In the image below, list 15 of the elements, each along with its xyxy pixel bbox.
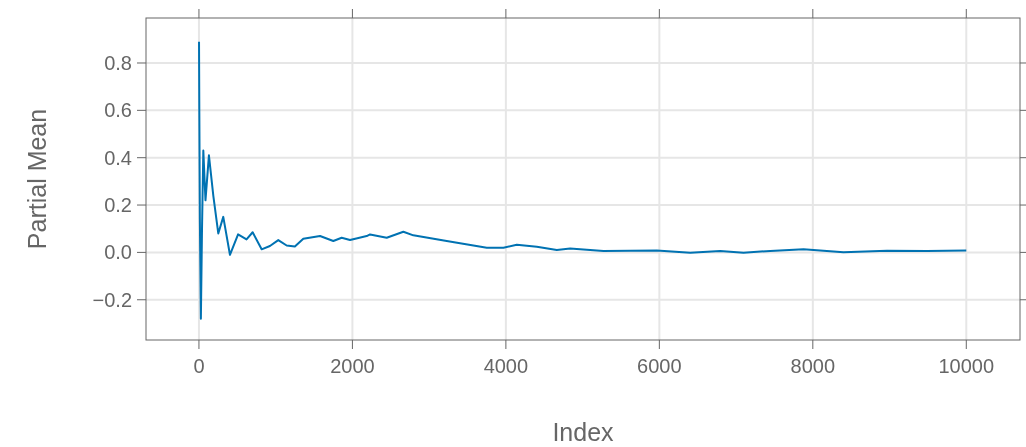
x-tick-label: 0 — [193, 355, 205, 377]
y-tick-label: 0.8 — [104, 51, 132, 74]
y-tick-label: 0.4 — [104, 146, 132, 169]
x-tick-label: 2000 — [330, 355, 375, 377]
y-tick-label: 0.0 — [104, 241, 132, 264]
x-tick-label: 10000 — [938, 355, 995, 377]
y-axis-title: Partial Mean — [23, 108, 51, 250]
y-tick-label: −0.2 — [92, 288, 132, 311]
y-tick-label: 0.6 — [104, 99, 132, 122]
x-tick-label: 8000 — [790, 355, 836, 377]
x-axis-title: Index — [552, 418, 615, 446]
y-tick-label: 0.2 — [104, 194, 132, 217]
x-tick-label: 4000 — [483, 355, 529, 377]
line-series — [198, 40, 968, 320]
x-tick-label: 6000 — [637, 355, 682, 377]
